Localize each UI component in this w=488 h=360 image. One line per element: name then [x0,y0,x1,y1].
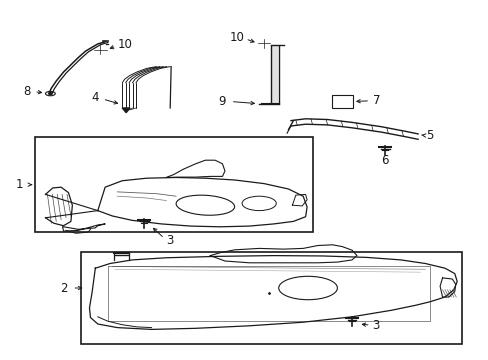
Bar [81,252,461,344]
Bar [331,95,352,108]
Text: 4: 4 [91,91,99,104]
Text: 3: 3 [372,319,379,332]
Text: 7: 7 [372,94,380,107]
Bar [35,137,312,232]
Text: 8: 8 [23,85,31,98]
Text: 5: 5 [426,129,433,142]
Text: 3: 3 [166,234,173,247]
Text: 6: 6 [381,154,388,167]
Text: 2: 2 [60,282,67,294]
Text: 1: 1 [16,178,23,191]
Text: 10: 10 [117,39,132,51]
Text: 9: 9 [218,95,226,108]
Circle shape [49,93,52,95]
Text: 10: 10 [229,31,244,44]
Polygon shape [122,108,130,113]
